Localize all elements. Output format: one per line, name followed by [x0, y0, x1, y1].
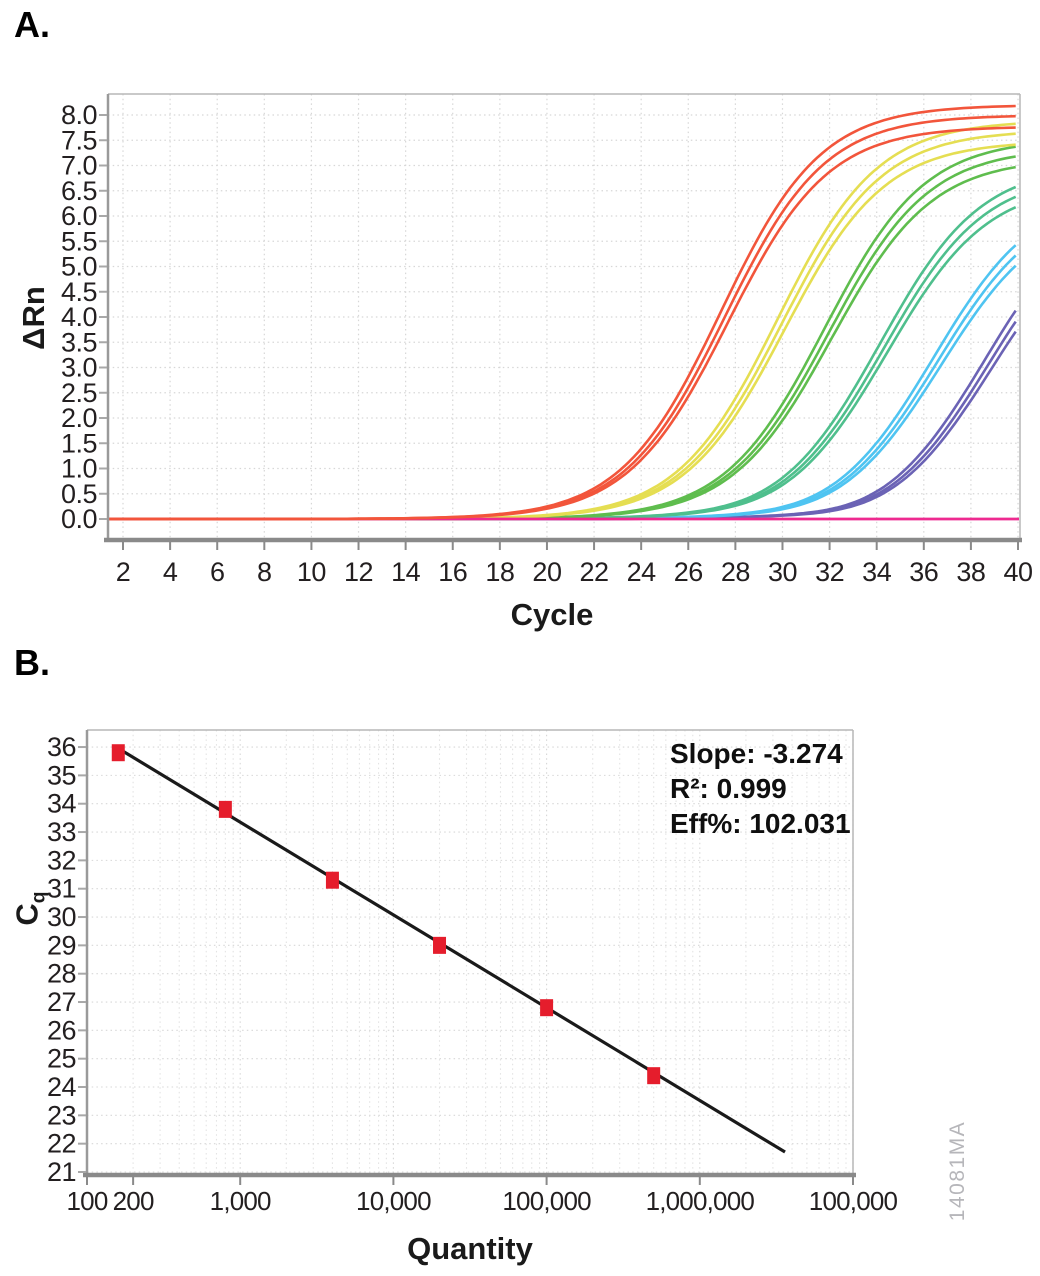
svg-text:100: 100	[67, 1186, 108, 1216]
svg-text:34: 34	[862, 557, 892, 587]
svg-text:23: 23	[47, 1100, 76, 1130]
svg-text:16: 16	[438, 557, 467, 587]
panel-a-tick-labels: 0.00.51.01.52.02.53.03.54.04.55.05.56.06…	[61, 100, 1033, 587]
svg-text:2: 2	[116, 557, 131, 587]
svg-text:36: 36	[47, 732, 76, 762]
svg-text:1,000: 1,000	[210, 1186, 271, 1216]
panel-b-fit	[111, 744, 786, 1154]
watermark-figure-number: 14081MA	[946, 1120, 969, 1222]
svg-text:8: 8	[257, 557, 272, 587]
svg-text:22: 22	[580, 557, 609, 587]
svg-text:25: 25	[47, 1044, 76, 1074]
svg-text:36: 36	[909, 557, 938, 587]
svg-text:5.0: 5.0	[61, 252, 97, 282]
svg-text:6.5: 6.5	[61, 176, 97, 206]
svg-text:24: 24	[627, 557, 657, 587]
curve-dilution-3-green-rep2	[108, 155, 1016, 521]
svg-text:27: 27	[47, 987, 76, 1017]
curve-dilution-5-cyan-rep2	[108, 254, 1017, 521]
svg-text:26: 26	[47, 1015, 76, 1045]
svg-text:20: 20	[532, 557, 561, 587]
svg-text:22: 22	[47, 1129, 76, 1159]
svg-text:200: 200	[113, 1186, 154, 1216]
svg-text:32: 32	[47, 845, 76, 875]
standard-point-4000	[325, 871, 339, 889]
standard-point-800	[218, 800, 232, 818]
panel-b-grid	[86, 730, 854, 1174]
curve-dilution-2-yellow-rep3	[108, 143, 1016, 521]
panel-a-curves	[108, 104, 1019, 521]
svg-text:40: 40	[1003, 557, 1032, 587]
svg-text:34: 34	[47, 789, 77, 819]
standard-point-500000	[647, 1067, 661, 1085]
svg-text:38: 38	[956, 557, 985, 587]
panel-b-y-axis-title: Cq	[9, 809, 50, 1009]
svg-text:1.0: 1.0	[61, 454, 97, 484]
panel-b-label: B.	[14, 642, 50, 683]
svg-text:28: 28	[47, 959, 76, 989]
stat-efficiency: Eff%: 102.031	[670, 808, 851, 839]
svg-text:100,000: 100,000	[809, 1186, 898, 1216]
svg-text:28: 28	[721, 557, 750, 587]
svg-text:2.5: 2.5	[61, 378, 97, 408]
svg-text:35: 35	[47, 760, 76, 790]
stat-r-squared: R²: 0.999	[670, 773, 787, 804]
svg-text:5.5: 5.5	[61, 226, 97, 256]
svg-text:6: 6	[210, 557, 225, 587]
svg-text:29: 29	[47, 930, 76, 960]
svg-text:12: 12	[344, 557, 373, 587]
svg-text:1,000,000: 1,000,000	[646, 1186, 755, 1216]
svg-text:2.0: 2.0	[61, 403, 97, 433]
svg-text:26: 26	[674, 557, 703, 587]
svg-text:18: 18	[485, 557, 514, 587]
svg-text:14: 14	[391, 557, 421, 587]
cq-label-main: C	[9, 903, 45, 926]
svg-text:31: 31	[47, 874, 76, 904]
svg-text:10,000: 10,000	[356, 1186, 431, 1216]
standard-point-20000	[433, 936, 447, 954]
panel-a-y-axis-title: ΔRn	[16, 286, 51, 350]
curve-dilution-4-teal-rep1	[108, 185, 1017, 521]
stat-slope: Slope: -3.274	[670, 738, 843, 769]
curve-dilution-1-red-rep3	[108, 126, 1016, 521]
svg-text:30: 30	[768, 557, 797, 587]
svg-text:3.5: 3.5	[61, 327, 97, 357]
svg-text:7.5: 7.5	[61, 125, 97, 155]
svg-text:4.0: 4.0	[61, 302, 97, 332]
curve-dilution-2-yellow-rep1	[108, 122, 1016, 521]
svg-text:8.0: 8.0	[61, 100, 97, 130]
standard-point-100000	[540, 999, 554, 1017]
svg-text:3.0: 3.0	[61, 353, 97, 383]
cq-label-sub: q	[28, 891, 50, 904]
svg-text:4.5: 4.5	[61, 277, 97, 307]
svg-text:6.0: 6.0	[61, 201, 97, 231]
svg-text:0.5: 0.5	[61, 479, 97, 509]
svg-text:0.0: 0.0	[61, 504, 97, 534]
svg-text:21: 21	[47, 1157, 76, 1187]
panel-a-label: A.	[14, 4, 50, 45]
standard-point-160	[111, 744, 125, 762]
curve-dilution-5-cyan-rep1	[108, 244, 1017, 521]
svg-text:4: 4	[163, 557, 178, 587]
curve-dilution-3-green-rep1	[108, 145, 1016, 521]
svg-text:24: 24	[47, 1072, 77, 1102]
panel-a-x-axis-title: Cycle	[510, 597, 594, 632]
svg-text:10: 10	[297, 557, 326, 587]
panel-b-x-axis-title: Quantity	[407, 1231, 533, 1266]
panel-b-axes	[78, 729, 856, 1185]
svg-text:100,000: 100,000	[502, 1186, 591, 1216]
panel-a-axes	[99, 93, 1022, 550]
svg-text:33: 33	[47, 817, 76, 847]
standard-curve-stats: Slope: -3.274 R²: 0.999 Eff%: 102.031	[670, 736, 851, 841]
panel-a-grid	[108, 94, 1020, 538]
curve-dilution-4-teal-rep3	[108, 206, 1017, 521]
svg-text:1.5: 1.5	[61, 428, 97, 458]
svg-text:30: 30	[47, 902, 76, 932]
svg-text:32: 32	[815, 557, 844, 587]
svg-text:7.0: 7.0	[61, 151, 97, 181]
